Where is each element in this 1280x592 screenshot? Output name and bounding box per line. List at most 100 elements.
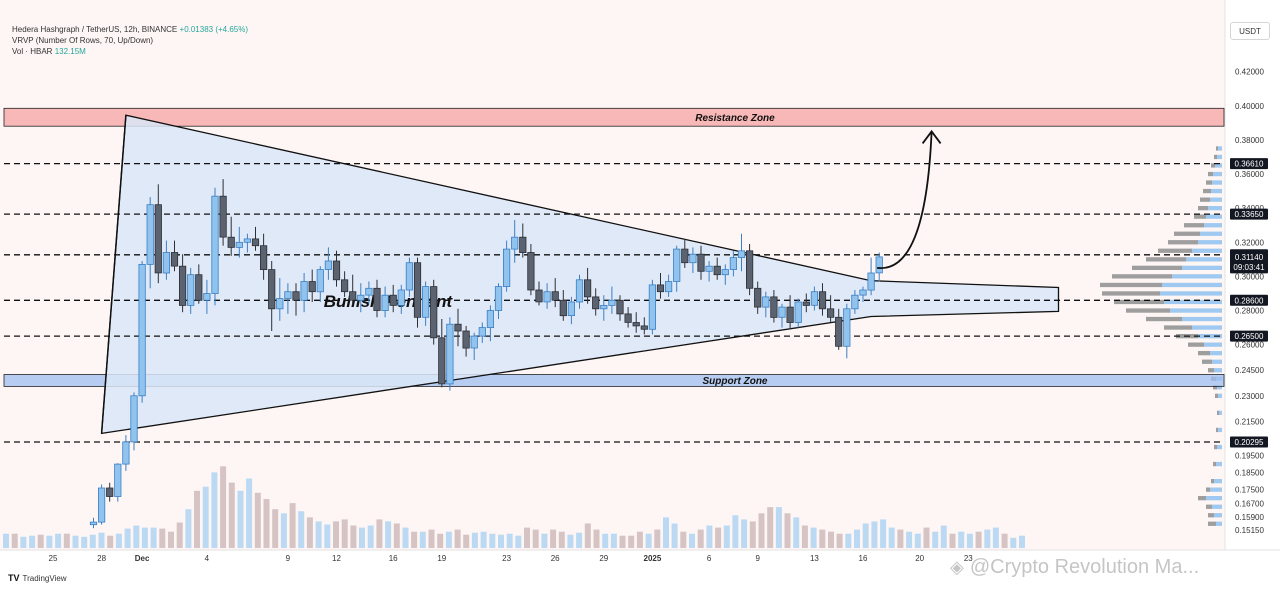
- chart-legend: Hedera Hashgraph / TetherUS, 12h, BINANC…: [12, 24, 248, 57]
- price-tick-label: 0.42000: [1235, 68, 1264, 77]
- candle-body: [187, 274, 195, 306]
- candle-body: [584, 279, 592, 298]
- price-tick-label: 0.23000: [1235, 392, 1264, 401]
- vrvp-row-up: [1208, 206, 1222, 211]
- candle-body: [357, 294, 365, 301]
- volume-bar: [55, 533, 62, 548]
- volume-bar: [185, 509, 192, 548]
- candle-body: [211, 195, 219, 294]
- price-badge-label: 0.31140: [1235, 253, 1264, 262]
- vrvp-row-up: [1215, 163, 1222, 168]
- price-tick-label: 0.21500: [1235, 417, 1264, 426]
- time-tick-label: 26: [551, 554, 560, 563]
- price-tick-label: 0.19500: [1235, 452, 1264, 461]
- vrvp-row-down: [1198, 351, 1210, 356]
- candle-body: [227, 236, 235, 248]
- volume-bar: [393, 523, 400, 548]
- legend-volume-label: Vol · HBAR: [12, 47, 53, 56]
- price-tick-label: 0.24500: [1235, 366, 1264, 375]
- time-tick-label: 19: [437, 554, 446, 563]
- price-badge: [1230, 158, 1268, 170]
- volume-bar: [602, 533, 609, 548]
- time-tick-label: 28: [97, 554, 106, 563]
- vrvp-row-up: [1218, 146, 1222, 151]
- volume-bar: [706, 525, 713, 548]
- volume-bar: [636, 531, 643, 548]
- candle-body: [89, 521, 98, 526]
- time-tick-label: 13: [810, 554, 819, 563]
- price-tick-label: 0.16700: [1235, 499, 1264, 508]
- volume-bar: [628, 535, 635, 548]
- vrvp-row-up: [1212, 180, 1222, 185]
- time-tick-label: 23: [502, 554, 511, 563]
- candlesticks: [89, 179, 883, 529]
- volume-bar: [29, 535, 36, 548]
- zone-band: [3, 374, 1225, 387]
- vrvp-row-up: [1217, 444, 1222, 450]
- candle-body: [729, 257, 738, 270]
- volume-bar: [89, 534, 96, 548]
- candle-body: [770, 296, 778, 318]
- time-tick-label: 2025: [644, 554, 662, 563]
- volume-bar: [324, 524, 331, 548]
- vrvp-row-up: [1160, 291, 1222, 296]
- vrvp-row-down: [1206, 180, 1212, 185]
- vrvp-row-down: [1184, 223, 1204, 228]
- vrvp-row-down: [1217, 410, 1219, 415]
- volume-bar: [289, 503, 296, 548]
- volume-bar: [263, 499, 270, 548]
- volume-bar: [532, 529, 539, 548]
- candle-body: [470, 335, 478, 349]
- currency-selector[interactable]: USDT: [1230, 22, 1270, 40]
- vrvp-row-up: [1200, 231, 1222, 236]
- zone-band: [3, 107, 1225, 127]
- candle-body: [835, 316, 843, 347]
- candle-body: [737, 250, 746, 259]
- vrvp-row-down: [1202, 359, 1212, 364]
- vrvp-row-down: [1146, 257, 1186, 262]
- time-tick-label: 23: [964, 554, 973, 563]
- vrvp-row-down: [1194, 214, 1206, 219]
- volume-bar: [3, 533, 9, 548]
- volume-bar: [246, 478, 253, 548]
- candle-body: [154, 204, 162, 274]
- candle-body: [438, 337, 446, 385]
- candle-body: [632, 322, 640, 327]
- vrvp-row-up: [1170, 308, 1222, 313]
- volume-bar: [784, 513, 791, 548]
- candle-body: [762, 296, 770, 308]
- volume-bar: [445, 531, 452, 548]
- price-badge: [1230, 436, 1268, 448]
- volume-bar: [966, 533, 973, 548]
- tradingview-logo[interactable]: TV TradingView: [8, 573, 67, 583]
- price-badge-label: 0.26500: [1235, 332, 1264, 341]
- volume-bar: [914, 533, 921, 548]
- candle-body: [592, 296, 600, 310]
- vrvp-row-up: [1204, 223, 1222, 228]
- price-tick-label: 0.40000: [1235, 102, 1264, 111]
- arrow-head: [921, 129, 942, 144]
- volume-bar: [949, 533, 956, 548]
- volume-bar: [150, 527, 157, 548]
- candle-body: [859, 289, 867, 296]
- volume-bar: [428, 529, 435, 548]
- candle-body: [697, 253, 705, 272]
- volume-bar: [211, 472, 218, 548]
- price-tick-label: 0.28000: [1235, 307, 1264, 316]
- volume-bar: [480, 531, 487, 548]
- time-tick-label: 12: [332, 554, 341, 563]
- time-tick-label: 4: [205, 554, 210, 563]
- vrvp-row-up: [1214, 368, 1222, 373]
- candle-body: [673, 248, 681, 282]
- time-axis: 25 28 Dec 4 9 12 16 19 23 26 29 2025 6 9 13 16 20 23: [49, 554, 974, 563]
- candle-body: [786, 306, 794, 323]
- candle-body: [543, 291, 551, 303]
- vrvp-row-up: [1217, 154, 1222, 160]
- candle-body: [178, 265, 187, 306]
- volume-bar: [940, 525, 947, 548]
- zones: Resistance Zone Support Zone: [3, 107, 1225, 387]
- candle-body: [373, 287, 381, 311]
- volume-bar: [828, 531, 834, 548]
- candle-body: [259, 245, 268, 270]
